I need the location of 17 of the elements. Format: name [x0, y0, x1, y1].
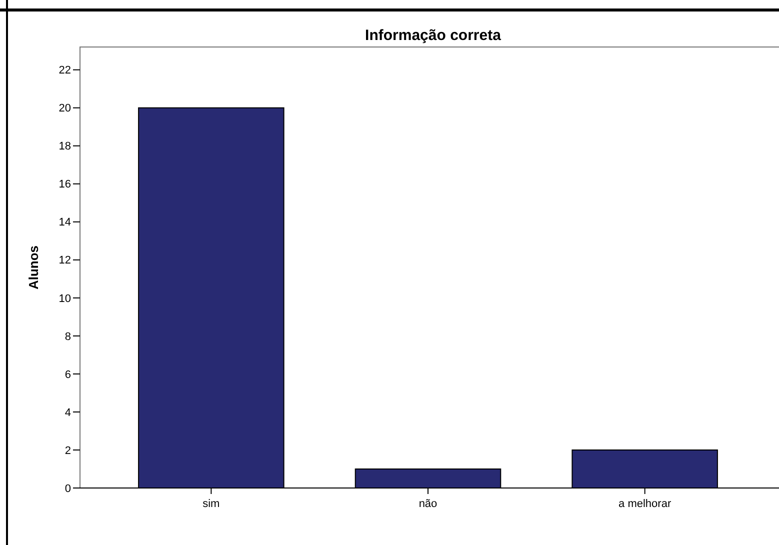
y-tick-label: 0	[64, 482, 71, 495]
y-tick-label: 2	[64, 444, 71, 457]
y-tick-label: 18	[58, 140, 71, 153]
x-tick-label: sim	[202, 498, 220, 510]
y-axis-title: Alunos	[26, 245, 41, 290]
y-tick-label: 10	[58, 292, 71, 305]
y-tick-label: 16	[58, 178, 71, 191]
y-tick-label: 8	[64, 330, 71, 343]
y-tick-label: 20	[58, 102, 71, 115]
chart-title: Informação correta	[365, 27, 502, 44]
x-tick-label: não	[418, 498, 438, 510]
x-tick-label: a melhorar	[618, 498, 672, 510]
y-tick-label: 6	[64, 368, 71, 381]
y-tick-label: 4	[64, 406, 71, 419]
y-tick-label: 14	[58, 216, 71, 229]
y-tick-label: 22	[58, 64, 71, 77]
y-tick-label: 12	[58, 254, 71, 267]
